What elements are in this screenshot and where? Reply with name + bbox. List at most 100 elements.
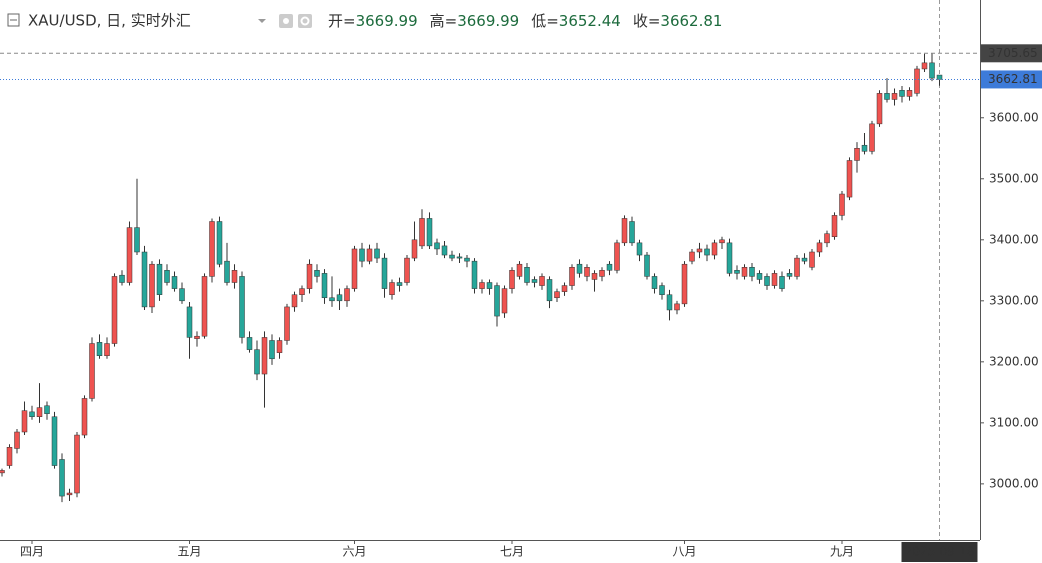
candle-body xyxy=(906,90,913,97)
candle-body xyxy=(29,411,35,417)
candle xyxy=(704,244,710,262)
candle-body xyxy=(344,288,350,302)
candle xyxy=(0,468,5,477)
candle-body xyxy=(186,306,193,338)
candle-body xyxy=(839,193,845,216)
x-tick-label: 八月 xyxy=(672,545,696,559)
candle xyxy=(6,444,13,469)
candle xyxy=(921,53,928,72)
candle xyxy=(246,331,253,353)
candle xyxy=(629,216,635,246)
candle-body xyxy=(614,242,620,271)
settings-icon-gear xyxy=(300,16,310,26)
candle xyxy=(599,267,605,282)
candle-body xyxy=(651,276,658,289)
candle xyxy=(111,273,118,347)
candle xyxy=(659,282,665,300)
close-value: 3662.81 xyxy=(660,12,722,30)
candle xyxy=(141,245,148,310)
candle xyxy=(846,157,853,201)
date-marker-box xyxy=(901,542,978,562)
candle xyxy=(929,53,935,82)
candle xyxy=(816,239,823,257)
high-value: 3669.99 xyxy=(457,12,519,30)
candle-body xyxy=(891,93,898,100)
candle-body xyxy=(179,288,185,302)
candle xyxy=(156,259,163,301)
candle-body xyxy=(509,270,515,289)
candle xyxy=(194,331,200,347)
candle-body xyxy=(869,123,875,152)
candle-body xyxy=(66,492,73,496)
collapse-icon[interactable] xyxy=(7,13,20,27)
candle-body xyxy=(666,294,673,311)
candle-body xyxy=(81,398,88,436)
candle xyxy=(554,288,560,303)
candle xyxy=(216,216,223,268)
last-price-box xyxy=(981,70,1042,89)
candle-body xyxy=(261,337,268,375)
candle xyxy=(501,285,508,318)
candle xyxy=(531,276,538,288)
candle-body xyxy=(696,248,703,253)
candle xyxy=(771,270,778,289)
candle xyxy=(374,242,380,263)
candle-body xyxy=(134,227,140,253)
candle xyxy=(681,261,688,307)
candle xyxy=(614,239,620,274)
candle-body xyxy=(636,242,643,256)
candle xyxy=(606,261,613,276)
candle-body xyxy=(6,447,13,466)
candle-body xyxy=(764,276,770,286)
candle-body xyxy=(494,285,500,317)
candle xyxy=(464,255,470,268)
candle xyxy=(21,401,28,436)
candle xyxy=(299,285,305,303)
x-tick-label: 2025-09-18 xyxy=(905,545,975,559)
candle xyxy=(254,340,260,381)
candle-body xyxy=(674,303,680,311)
y-tick-label: 3300.00 xyxy=(989,293,1039,307)
candle xyxy=(269,334,275,365)
candle-body xyxy=(89,343,95,399)
candle-body xyxy=(899,90,905,97)
settings-icon[interactable] xyxy=(298,14,312,28)
candle-body xyxy=(449,254,455,259)
candle-body xyxy=(381,257,388,289)
candle-body xyxy=(329,297,335,302)
candle-body xyxy=(231,270,238,283)
candle-body xyxy=(929,62,935,79)
candle xyxy=(306,259,313,294)
candle xyxy=(516,261,523,280)
candle xyxy=(336,288,343,310)
candle-body xyxy=(726,242,733,274)
candle xyxy=(276,337,283,359)
candle xyxy=(239,271,245,344)
high-label: 高= xyxy=(430,12,458,30)
candle-body xyxy=(876,93,883,125)
candle xyxy=(479,279,485,294)
candle-body xyxy=(936,74,943,80)
candle-body xyxy=(884,93,890,100)
dropdown-caret[interactable] xyxy=(258,19,266,23)
last-price-label: 3662.81 xyxy=(988,72,1038,86)
candle-body xyxy=(569,267,575,286)
candle xyxy=(434,238,440,256)
candle-body xyxy=(51,416,58,466)
candle xyxy=(134,178,140,256)
candle xyxy=(869,120,875,155)
candle xyxy=(741,264,748,280)
candle-body xyxy=(801,257,808,262)
candle xyxy=(36,383,43,423)
close-label: 收= xyxy=(633,12,661,30)
candle-body xyxy=(119,274,125,283)
candle xyxy=(524,262,530,286)
candle xyxy=(644,252,650,280)
candle xyxy=(29,405,35,420)
candle xyxy=(831,212,838,240)
candle-body xyxy=(456,256,463,259)
candle xyxy=(261,331,268,408)
candle xyxy=(891,88,898,106)
candle xyxy=(149,261,155,314)
